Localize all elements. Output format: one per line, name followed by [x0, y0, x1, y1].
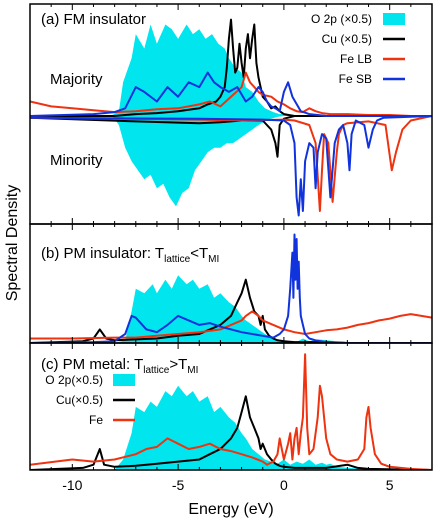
- x-axis-label: Energy (eV): [188, 501, 273, 518]
- series-b-fe_sb: [30, 233, 432, 343]
- series-c-cu: [30, 395, 432, 470]
- series-a-o2p_dn: [30, 116, 432, 207]
- legend-c-cu-label: Cu(×0.5): [56, 393, 103, 407]
- series-a-o2p_up: [30, 24, 432, 116]
- series-b-o2p: [30, 275, 432, 343]
- label-minority: Minority: [50, 152, 103, 169]
- x-tick-label: 0: [280, 477, 288, 493]
- series-a-fesb_up: [30, 71, 432, 117]
- legend-c-fe_lb-label: Fe: [89, 413, 103, 427]
- panel-c-plot: [30, 353, 432, 470]
- legend-a-fe_sb-label: Fe SB: [339, 72, 372, 86]
- panel-a-plot: [30, 18, 432, 217]
- series-b-fe_lb: [30, 310, 432, 340]
- legend-c-o2p-swatch: [113, 374, 135, 386]
- panel-c-frame: [29, 342, 433, 471]
- label-majority: Majority: [50, 71, 103, 88]
- panel-b: (b) PM insulator: Tlattice<TMI: [29, 223, 433, 344]
- legend-a-cu-label: Cu (×0.5): [322, 32, 372, 46]
- series-a-felb_up: [30, 71, 432, 117]
- panel-c-title: (c) PM metal: Tlattice>TMI: [41, 356, 198, 376]
- legend-c-o2p-label: O 2p(×0.5): [45, 373, 103, 387]
- plot-layer: (a) FM insulator Majority Minority O 2p (×0…: [29, 3, 433, 493]
- legend-a-o2p-swatch: [383, 13, 405, 25]
- legend-a-fe_lb-label: Fe LB: [340, 52, 372, 66]
- x-tick-label: -5: [172, 477, 185, 493]
- series-a-felb_dn: [30, 115, 432, 212]
- panel-a-title: (a) FM insulator: [41, 11, 146, 28]
- y-axis-label: Spectral Density: [4, 185, 21, 302]
- series-c-fe: [30, 353, 432, 470]
- x-tick-label: -10: [62, 477, 82, 493]
- series-c-o2p: [30, 385, 432, 470]
- x-tick-label: 5: [386, 477, 394, 493]
- panel-a: (a) FM insulator Majority Minority O 2p (×0…: [29, 3, 433, 225]
- series-a-fesb_dn: [30, 115, 432, 217]
- panel-b-title: (b) PM insulator: Tlattice<TMI: [41, 245, 219, 265]
- legend-a-o2p-label: O 2p (×0.5): [311, 12, 372, 26]
